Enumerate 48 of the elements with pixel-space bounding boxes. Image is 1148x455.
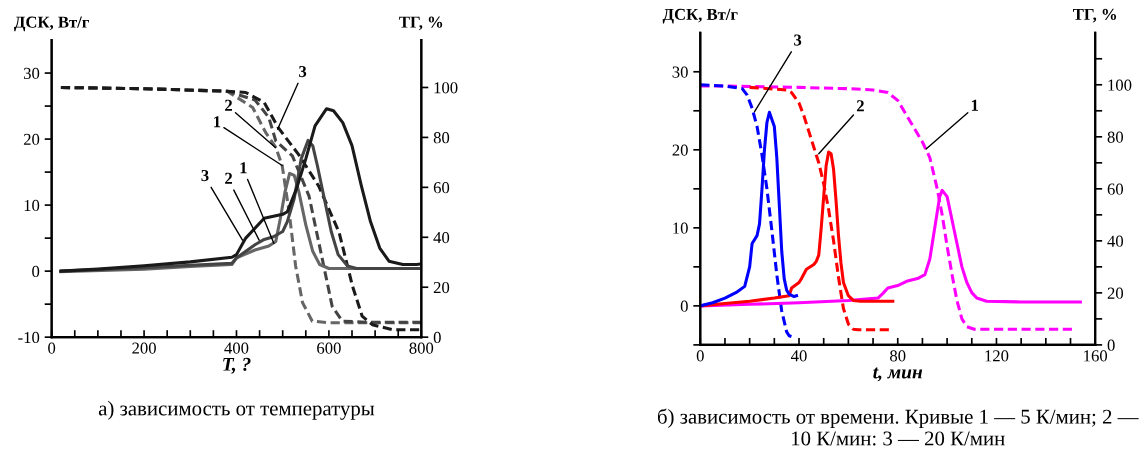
y-tick-label: 10 xyxy=(24,199,40,212)
y2-tick-label: 60 xyxy=(1107,183,1124,195)
y-tick-label: 0 xyxy=(680,300,688,312)
y-tick-label: 20 xyxy=(672,144,688,156)
annotation: 1 xyxy=(214,116,221,128)
y2-tick-label: 0 xyxy=(433,331,441,344)
annotation: 1 xyxy=(240,162,247,174)
y-axis-title: ДСК, Вт/г xyxy=(14,16,89,32)
x-tick-label: 800 xyxy=(409,342,434,354)
annotation: 2 xyxy=(856,100,864,112)
y2-tick-label: 80 xyxy=(433,132,450,144)
x-tick-label: 40 xyxy=(791,350,807,362)
annotation: 3 xyxy=(201,169,209,182)
x-tick-label: 160 xyxy=(1084,350,1108,362)
annotation: 3 xyxy=(794,34,802,46)
y2-tick-label: 60 xyxy=(433,182,450,194)
y-tick-label: 10 xyxy=(673,222,688,234)
y2-tick-label: 100 xyxy=(434,82,458,94)
y-tick-label: 30 xyxy=(23,67,40,79)
annotation: 2 xyxy=(225,99,232,111)
y2-tick-label: 100 xyxy=(1108,79,1132,91)
x-tick-label: 600 xyxy=(317,342,341,354)
x-tick-label: 0 xyxy=(48,342,56,354)
y2-tick-label: 40 xyxy=(1107,235,1124,247)
y2-tick-label: 40 xyxy=(433,231,450,244)
y2-tick-label: 80 xyxy=(1107,131,1124,143)
y2-axis-title: ТГ, % xyxy=(399,16,443,31)
line-series xyxy=(700,83,794,339)
x-tick-label: 200 xyxy=(132,342,156,354)
text: б) зависимость от времени. Кривые 1 — 5 К/мин; 2 — 10 К/мин: 3 — 20 К/мин xyxy=(657,408,1139,446)
y-tick-label: 30 xyxy=(672,66,688,78)
y-tick-label: -10 xyxy=(18,331,40,344)
y2-tick-label: 20 xyxy=(1107,287,1124,299)
y2-tick-label: 20 xyxy=(433,281,450,294)
x-tick-label: 0 xyxy=(696,350,704,362)
text: а) зависимость от температуры xyxy=(98,400,375,420)
x-tick-label: 400 xyxy=(224,342,249,354)
annotation: 2 xyxy=(225,172,233,184)
x-tick-label: 80 xyxy=(890,350,906,362)
y2-axis-title: ТГ, % xyxy=(1073,8,1117,23)
x-axis-title: T, ? xyxy=(223,357,251,374)
annotation: 3 xyxy=(299,65,307,78)
x-axis-title: t, мин xyxy=(873,367,923,382)
y-axis-title: ДСК, Вт/г xyxy=(662,8,738,24)
x-tick-label: 120 xyxy=(985,350,1009,362)
annotation: 1 xyxy=(971,99,979,111)
y-tick-label: 0 xyxy=(32,265,40,278)
y-tick-label: 20 xyxy=(23,133,40,146)
